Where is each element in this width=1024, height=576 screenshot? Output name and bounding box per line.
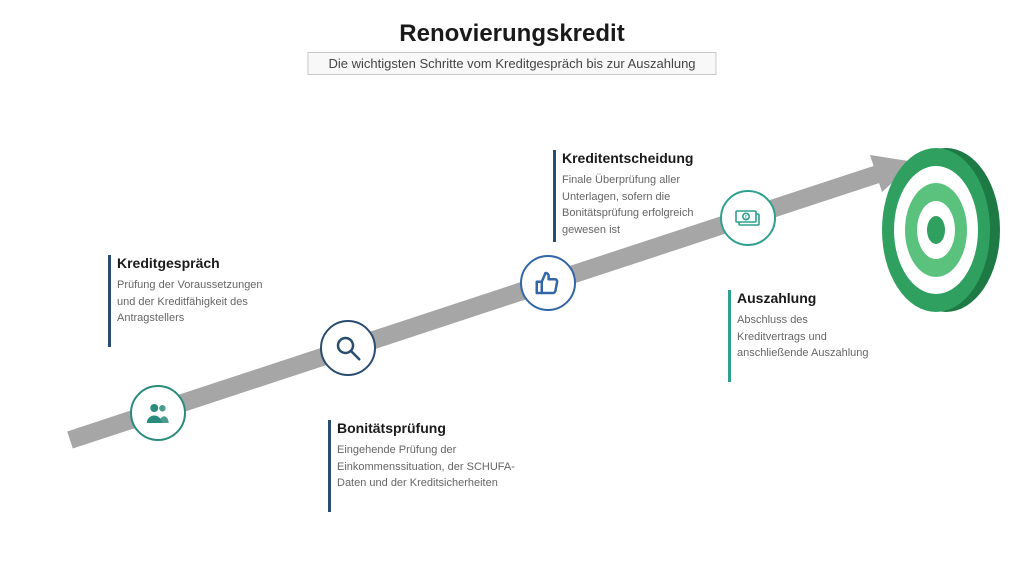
step-bar: [728, 290, 731, 382]
step-bar: [328, 420, 331, 512]
step-text-block: Auszahlung Abschluss des Kreditvertrags …: [737, 290, 877, 362]
svg-text:€: €: [745, 215, 748, 221]
target-icon: [874, 130, 1004, 330]
step-desc: Abschluss des Kreditvertrags und anschli…: [737, 312, 877, 362]
page-title: Renovierungskredit: [0, 20, 1024, 48]
step-heading: Kreditgespräch: [117, 255, 267, 271]
step-bar: [553, 150, 556, 242]
magnifier-icon: [320, 320, 376, 376]
step-text-block: Kreditgespräch Prüfung der Voraus­setzun…: [117, 255, 267, 327]
step-text-block: Bonitätsprüfung Eingehende Prüfung der E…: [337, 420, 537, 492]
step-heading: Auszahlung: [737, 290, 877, 306]
step-desc: Prüfung der Voraus­setzungen und der Kre…: [117, 277, 267, 327]
step-heading: Bonitätsprüfung: [337, 420, 537, 436]
step-desc: Eingehende Prüfung der Einkommenssituati…: [337, 442, 537, 492]
money-icon: €: [720, 190, 776, 246]
step-desc: Finale Überprüfung aller Unterlagen, sof…: [562, 172, 737, 238]
step-heading: Kreditentscheidung: [562, 150, 737, 166]
step-bar: [108, 255, 111, 347]
step-text-block: Kreditentscheidung Finale Überprüfung al…: [562, 150, 737, 238]
thumbs-up-icon: [520, 255, 576, 311]
people-icon: [130, 385, 186, 441]
page-subtitle: Die wichtigsten Schritte vom Kreditgespr…: [307, 52, 716, 75]
